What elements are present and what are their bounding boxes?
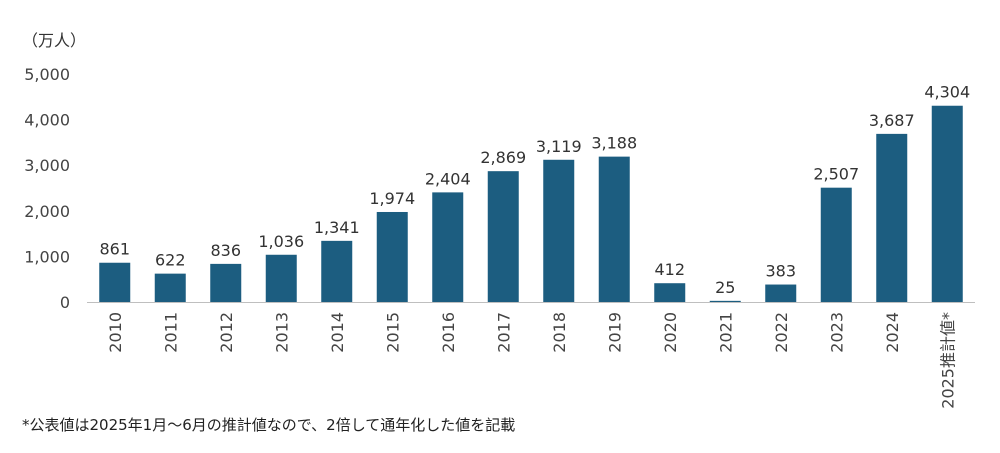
x-tick-label: 2012	[217, 312, 236, 353]
bar	[876, 133, 908, 302]
value-label: 861	[99, 240, 130, 259]
bar	[931, 105, 963, 302]
y-tick-label: 1,000	[24, 247, 70, 266]
x-tick-label: 2023	[827, 312, 846, 353]
bar	[376, 211, 408, 302]
footnote: *公表値は2025年1月～6月の推計値なので、2倍して通年化した値を記載	[22, 416, 516, 434]
y-axis-ticks: 0 1,000 2,000 3,000 4,000 5,000	[24, 65, 70, 312]
value-labels: 861 622 836 1,036 1,341 1,974 2,404 2,869 3,119 3…	[99, 83, 970, 297]
bar	[654, 283, 686, 302]
value-label: 2,869	[480, 148, 526, 167]
value-label: 2,404	[425, 169, 471, 188]
value-label: 3,119	[536, 137, 582, 156]
bar	[99, 262, 131, 302]
x-tick-label: 2014	[328, 312, 347, 353]
x-tick-label: 2024	[883, 312, 902, 353]
x-tick-label: 2021	[716, 312, 735, 353]
y-tick-label: 2,000	[24, 202, 70, 221]
bars	[99, 105, 963, 302]
value-label: 4,304	[924, 83, 970, 102]
x-tick-label: 2017	[494, 312, 513, 353]
value-label: 836	[210, 241, 241, 260]
bar	[598, 156, 630, 302]
value-label: 1,974	[369, 189, 415, 208]
bar	[321, 240, 353, 302]
bar	[265, 254, 297, 302]
x-tick-label: 2019	[605, 312, 624, 353]
bar	[154, 273, 186, 302]
y-tick-label: 4,000	[24, 111, 70, 130]
bar	[210, 263, 242, 302]
bar	[709, 300, 741, 302]
x-tick-label: 2025推計値*	[938, 312, 957, 409]
value-label: 3,687	[869, 111, 915, 130]
y-tick-label: 5,000	[24, 65, 70, 84]
x-tick-label: 2015	[383, 312, 402, 353]
bar	[820, 187, 852, 302]
x-tick-label: 2013	[272, 312, 291, 353]
value-label: 1,341	[314, 218, 360, 237]
y-tick-label: 0	[60, 293, 70, 312]
bar	[765, 284, 797, 302]
x-tick-label: 2016	[439, 312, 458, 353]
value-label: 3,188	[591, 134, 637, 153]
value-label: 25	[715, 278, 735, 297]
bar	[432, 192, 464, 302]
value-label: 383	[765, 262, 796, 281]
y-unit-label: （万人）	[22, 31, 87, 50]
bar	[543, 159, 575, 302]
x-tick-label: 2011	[161, 312, 180, 353]
x-tick-label: 2022	[772, 312, 791, 353]
x-axis-tick-labels: 2010 2011 2012 2013 2014 2015 2016 2017 2018 2019…	[106, 312, 958, 409]
y-tick-label: 3,000	[24, 156, 70, 175]
value-label: 1,036	[258, 232, 304, 251]
value-label: 412	[654, 260, 685, 279]
value-label: 622	[155, 251, 186, 270]
bar	[487, 171, 519, 302]
value-label: 2,507	[813, 165, 859, 184]
x-tick-label: 2010	[106, 312, 125, 353]
x-tick-label: 2020	[661, 312, 680, 353]
x-tick-label: 2018	[550, 312, 569, 353]
